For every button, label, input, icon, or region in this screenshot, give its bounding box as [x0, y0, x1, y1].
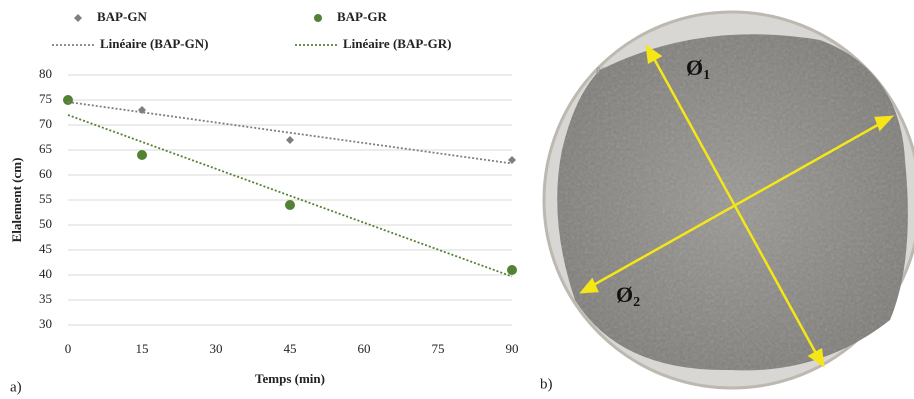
- symbol: Ø: [616, 282, 633, 307]
- symbol: Ø: [686, 55, 703, 80]
- y-tick-label: 75: [39, 91, 52, 106]
- x-tick-label: 90: [506, 341, 519, 356]
- y-tick-label: 40: [39, 266, 52, 281]
- data-point: [63, 95, 73, 105]
- y-tick-label: 70: [39, 116, 52, 131]
- photo: 800 Ø1 Ø2: [542, 10, 914, 390]
- y-axis-title: Elalement (cm): [9, 158, 24, 243]
- legend-label: Linéaire (BAP-GR): [343, 36, 451, 51]
- y-tick-label: 55: [39, 191, 52, 206]
- data-point: [508, 156, 516, 164]
- x-tick-label: 75: [432, 341, 445, 356]
- y-tick-label: 60: [39, 166, 52, 181]
- x-tick-label: 45: [284, 341, 297, 356]
- panel-label: b): [540, 376, 553, 392]
- x-tick-label: 60: [358, 341, 371, 356]
- data-point: [507, 265, 517, 275]
- x-tick-label: 15: [136, 341, 149, 356]
- y-tick-label: 35: [39, 291, 52, 306]
- subscript: 2: [633, 295, 640, 310]
- panel-label: a): [10, 379, 22, 395]
- y-tick-label: 50: [39, 216, 52, 231]
- x-axis-title: Temps (min): [255, 371, 325, 386]
- data-point: [285, 200, 295, 210]
- diameter-label: Ø2: [616, 282, 640, 310]
- y-tick-label: 30: [39, 316, 52, 331]
- y-tick-label: 80: [39, 66, 52, 81]
- x-tick-label: 30: [210, 341, 223, 356]
- data-point: [137, 150, 147, 160]
- y-tick-label: 65: [39, 141, 52, 156]
- legend-label: BAP-GR: [337, 9, 387, 24]
- subscript: 1: [703, 68, 710, 83]
- y-tick-label: 45: [39, 241, 52, 256]
- diameter-label: Ø1: [686, 55, 710, 83]
- legend-swatch: [314, 14, 322, 22]
- legend-swatch: [74, 14, 82, 22]
- legend-label: BAP-GN: [97, 9, 147, 24]
- trend-line: [67, 114, 513, 278]
- trend-line: [67, 101, 513, 165]
- x-tick-label: 0: [65, 341, 72, 356]
- scale-text: 800: [596, 66, 611, 77]
- diameter-arrows: [579, 44, 895, 368]
- data-point: [286, 136, 294, 144]
- legend-label: Linéaire (BAP-GN): [100, 36, 208, 51]
